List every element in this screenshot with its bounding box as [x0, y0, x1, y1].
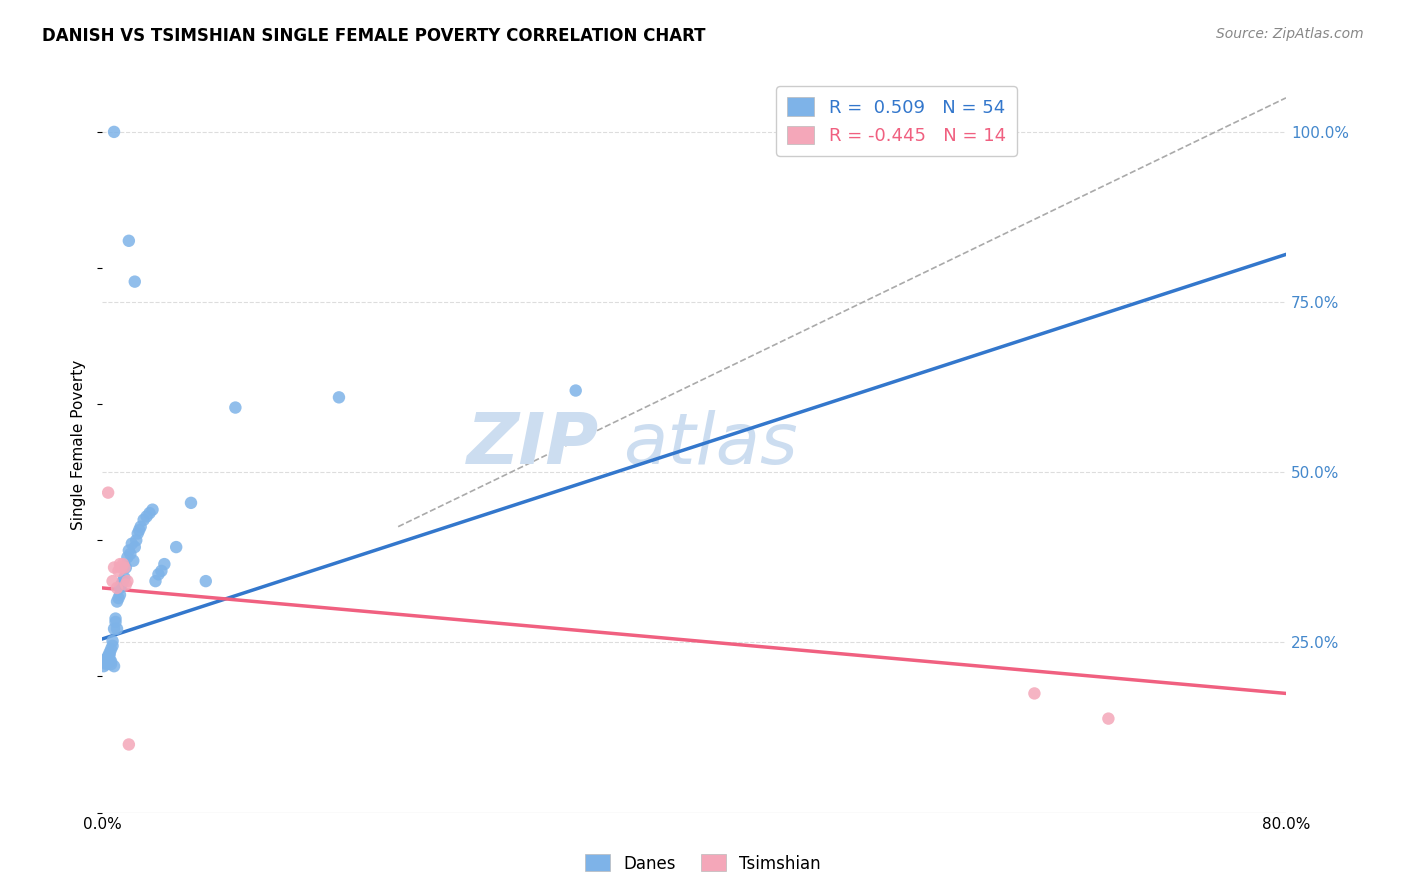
Point — [224, 401, 246, 415]
Point — [153, 557, 176, 571]
Point — [110, 577, 132, 591]
Point — [122, 554, 145, 568]
Point — [194, 574, 217, 588]
Point — [100, 657, 122, 672]
Point — [117, 574, 139, 588]
Point — [1024, 686, 1046, 700]
Legend: Danes, Tsimshian: Danes, Tsimshian — [578, 847, 828, 880]
Point — [110, 560, 132, 574]
Point — [117, 550, 139, 565]
Point — [105, 581, 128, 595]
Point — [127, 526, 149, 541]
Point — [97, 485, 120, 500]
Point — [96, 651, 118, 665]
Point — [115, 560, 138, 574]
Point — [97, 648, 120, 663]
Point — [105, 594, 128, 608]
Point — [112, 560, 135, 574]
Text: DANISH VS TSIMSHIAN SINGLE FEMALE POVERTY CORRELATION CHART: DANISH VS TSIMSHIAN SINGLE FEMALE POVERT… — [42, 27, 706, 45]
Text: Source: ZipAtlas.com: Source: ZipAtlas.com — [1216, 27, 1364, 41]
Point — [115, 577, 138, 591]
Point — [180, 496, 202, 510]
Point — [105, 622, 128, 636]
Point — [150, 564, 173, 578]
Point — [94, 655, 117, 669]
Point — [107, 591, 129, 606]
Point — [108, 557, 131, 571]
Point — [145, 574, 167, 588]
Point — [111, 574, 134, 588]
Point — [101, 639, 124, 653]
Point — [100, 642, 122, 657]
Point — [108, 581, 131, 595]
Point — [107, 564, 129, 578]
Point — [100, 655, 122, 669]
Point — [104, 611, 127, 625]
Point — [128, 523, 150, 537]
Point — [97, 655, 120, 669]
Point — [165, 540, 187, 554]
Point — [98, 648, 121, 662]
Point — [108, 588, 131, 602]
Y-axis label: Single Female Poverty: Single Female Poverty — [72, 359, 86, 530]
Point — [103, 125, 125, 139]
Point — [101, 634, 124, 648]
Point — [129, 519, 152, 533]
Point — [97, 650, 120, 665]
Point — [125, 533, 148, 548]
Point — [141, 502, 163, 516]
Point — [138, 506, 160, 520]
Point — [120, 547, 142, 561]
Point — [121, 537, 143, 551]
Point — [104, 615, 127, 629]
Point — [135, 509, 157, 524]
Point — [98, 646, 121, 660]
Point — [124, 275, 146, 289]
Point — [148, 567, 170, 582]
Text: ZIP: ZIP — [467, 410, 599, 480]
Point — [564, 384, 586, 398]
Point — [124, 540, 146, 554]
Point — [103, 560, 125, 574]
Point — [93, 659, 115, 673]
Point — [101, 574, 124, 588]
Point — [111, 557, 134, 571]
Point — [112, 571, 135, 585]
Legend: R =  0.509   N = 54, R = -0.445   N = 14: R = 0.509 N = 54, R = -0.445 N = 14 — [776, 87, 1017, 156]
Point — [96, 653, 118, 667]
Point — [118, 234, 141, 248]
Point — [132, 513, 155, 527]
Point — [118, 738, 141, 752]
Point — [98, 652, 121, 666]
Text: atlas: atlas — [623, 410, 797, 480]
Point — [328, 390, 350, 404]
Point — [118, 543, 141, 558]
Point — [96, 657, 118, 672]
Point — [103, 659, 125, 673]
Point — [94, 656, 117, 670]
Point — [1097, 712, 1119, 726]
Point — [103, 622, 125, 636]
